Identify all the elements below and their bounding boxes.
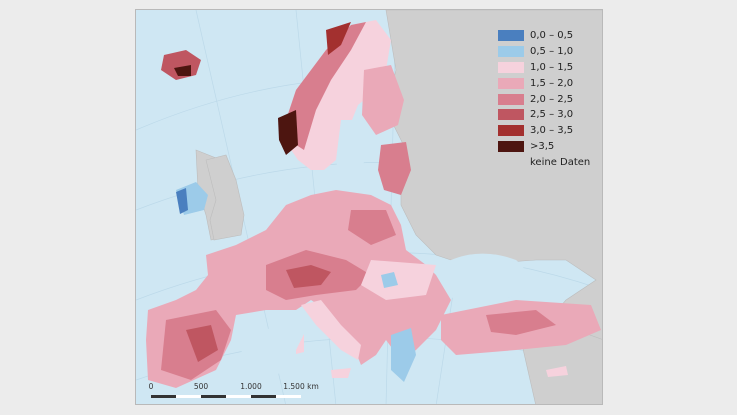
alps-high-region: [286, 265, 331, 288]
legend-swatch: [498, 77, 524, 89]
poland-region: [348, 210, 396, 245]
italy-region: [301, 300, 361, 360]
legend-swatch: [498, 46, 524, 58]
legend-swatch: [498, 156, 524, 168]
legend-item: 2,0 – 2,5: [498, 91, 598, 107]
iberia-high-region: [186, 325, 218, 362]
legend-label: 2,0 – 2,5: [530, 93, 574, 105]
legend-label: 1,5 – 2,0: [530, 77, 574, 89]
scale-bar-segment: [276, 395, 301, 398]
legend-label: 1,0 – 1,5: [530, 61, 574, 73]
legend-label: keine Daten: [530, 156, 591, 168]
greece-region: [391, 328, 416, 382]
legend-swatch: [498, 93, 524, 105]
baltics-region: [378, 142, 411, 195]
finland-region: [362, 65, 404, 135]
northern-norway-region: [326, 22, 351, 55]
scale-bar-segment: [226, 395, 251, 398]
turkey-high-region: [486, 310, 556, 335]
great-britain-region: [205, 154, 245, 241]
ireland-west-region: [176, 188, 188, 214]
scale-bar-line: [151, 395, 301, 398]
scale-tick-label: 0: [148, 382, 154, 391]
legend-item: 2,5 – 3,0: [498, 107, 598, 123]
scale-bar: 0 500 1.000 1.500 km: [148, 382, 319, 402]
scale-bar-segment: [176, 395, 201, 398]
mediterranean-sea: [231, 315, 306, 385]
legend-item: keine Daten: [498, 154, 598, 170]
legend-swatch: [498, 109, 524, 121]
scale-tick-label: 1.500 km: [283, 382, 319, 391]
legend-label: 3,0 – 3,5: [530, 125, 574, 137]
legend-item: 1,0 – 1,5: [498, 60, 598, 76]
legend-swatch: [498, 125, 524, 137]
norway-coast-region: [281, 22, 366, 150]
legend-label: >3,5: [530, 140, 555, 152]
legend-swatch: [498, 30, 524, 42]
black-sea: [437, 253, 526, 303]
map-frame: 0,0 – 0,5 0,5 – 1,0 1,0 – 1,5 1,5 – 2,0 …: [135, 9, 603, 405]
scale-tick-label: 1.000: [240, 382, 262, 391]
legend-swatch: [498, 140, 524, 152]
cyprus-region: [546, 366, 568, 377]
baltic-sea: [336, 120, 368, 185]
sicily-region: [331, 368, 351, 378]
iceland-high-region: [174, 65, 191, 76]
legend-label: 0,0 – 0,5: [530, 30, 574, 42]
europe-map: [136, 10, 602, 404]
legend-item: 0,0 – 0,5: [498, 28, 598, 44]
legend-item: >3,5: [498, 139, 598, 155]
map-legend: 0,0 – 0,5 0,5 – 1,0 1,0 – 1,5 1,5 – 2,0 …: [498, 28, 598, 170]
legend-label: 2,5 – 3,0: [530, 109, 574, 121]
legend-label: 0,5 – 1,0: [530, 46, 574, 58]
hungary-low-region: [381, 272, 398, 288]
legend-item: 0,5 – 1,0: [498, 44, 598, 60]
balkans-region: [361, 260, 436, 300]
norway-high-region: [278, 110, 298, 155]
legend-swatch: [498, 61, 524, 73]
scale-tick-label: 500: [193, 382, 209, 391]
legend-item: 3,0 – 3,5: [498, 123, 598, 139]
legend-item: 1,5 – 2,0: [498, 75, 598, 91]
